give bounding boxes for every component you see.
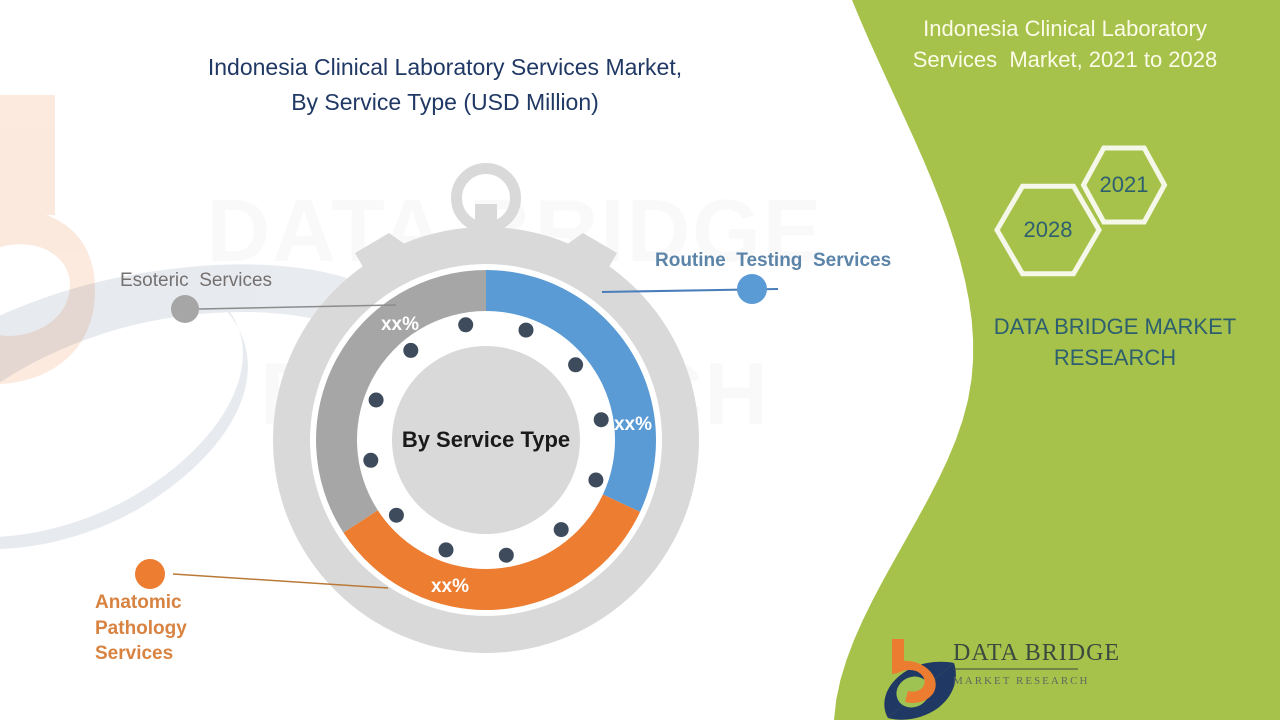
svg-text:MARKET RESEARCH: MARKET RESEARCH [953,675,1089,687]
svg-text:DATA BRIDGE: DATA BRIDGE [953,640,1120,666]
